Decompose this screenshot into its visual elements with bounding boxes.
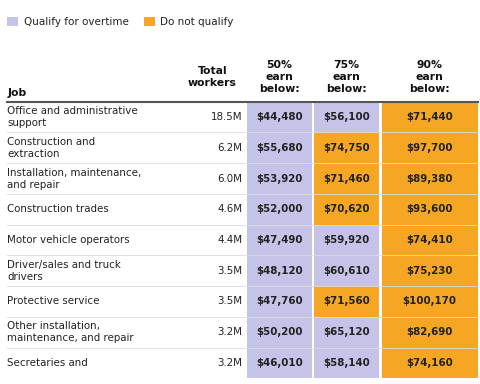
Text: $47,760: $47,760 bbox=[256, 296, 303, 306]
Text: $89,380: $89,380 bbox=[407, 174, 453, 184]
Text: Total
workers: Total workers bbox=[188, 66, 237, 88]
Text: $100,170: $100,170 bbox=[403, 296, 456, 306]
Text: Secretaries and: Secretaries and bbox=[7, 358, 88, 368]
Text: Do not qualify: Do not qualify bbox=[160, 17, 234, 26]
Text: $74,410: $74,410 bbox=[406, 235, 453, 245]
Text: $82,690: $82,690 bbox=[407, 327, 453, 337]
Text: $74,750: $74,750 bbox=[324, 143, 370, 153]
Text: 4.4M: 4.4M bbox=[217, 235, 242, 245]
Text: $71,560: $71,560 bbox=[324, 296, 370, 306]
Text: $56,100: $56,100 bbox=[324, 112, 370, 122]
Text: $52,000: $52,000 bbox=[256, 204, 303, 214]
Text: $48,120: $48,120 bbox=[256, 266, 303, 276]
Text: $59,920: $59,920 bbox=[324, 235, 370, 245]
Text: 6.2M: 6.2M bbox=[217, 143, 242, 153]
Text: $58,140: $58,140 bbox=[324, 358, 370, 368]
Text: $74,160: $74,160 bbox=[406, 358, 453, 368]
Text: 3.2M: 3.2M bbox=[217, 327, 242, 337]
Text: 18.5M: 18.5M bbox=[211, 112, 242, 122]
Text: Other installation,
maintenance, and repair: Other installation, maintenance, and rep… bbox=[7, 321, 134, 343]
Text: $71,460: $71,460 bbox=[324, 174, 370, 184]
Text: Construction trades: Construction trades bbox=[7, 204, 109, 214]
Text: 3.5M: 3.5M bbox=[217, 266, 242, 276]
Text: Driver/sales and truck
drivers: Driver/sales and truck drivers bbox=[7, 260, 121, 282]
Text: $70,620: $70,620 bbox=[324, 204, 370, 214]
Text: 4.6M: 4.6M bbox=[217, 204, 242, 214]
Text: Qualify for overtime: Qualify for overtime bbox=[24, 17, 128, 26]
Text: 90%
earn
below:: 90% earn below: bbox=[409, 60, 450, 94]
Text: Construction and
extraction: Construction and extraction bbox=[7, 137, 96, 159]
Text: $71,440: $71,440 bbox=[406, 112, 453, 122]
Text: 3.2M: 3.2M bbox=[217, 358, 242, 368]
Text: Protective service: Protective service bbox=[7, 296, 100, 306]
Text: Office and administrative
support: Office and administrative support bbox=[7, 106, 138, 128]
Text: $75,230: $75,230 bbox=[407, 266, 453, 276]
Text: $44,480: $44,480 bbox=[256, 112, 303, 122]
Text: $47,490: $47,490 bbox=[256, 235, 303, 245]
Text: Motor vehicle operators: Motor vehicle operators bbox=[7, 235, 130, 245]
Text: Installation, maintenance,
and repair: Installation, maintenance, and repair bbox=[7, 167, 142, 190]
Text: $65,120: $65,120 bbox=[324, 327, 370, 337]
Text: $53,920: $53,920 bbox=[256, 174, 303, 184]
Text: 3.5M: 3.5M bbox=[217, 296, 242, 306]
Text: 50%
earn
below:: 50% earn below: bbox=[259, 60, 300, 94]
Text: 6.0M: 6.0M bbox=[217, 174, 242, 184]
Text: $46,010: $46,010 bbox=[256, 358, 303, 368]
Text: $60,610: $60,610 bbox=[324, 266, 370, 276]
Text: $93,600: $93,600 bbox=[407, 204, 453, 214]
Text: $55,680: $55,680 bbox=[256, 143, 303, 153]
Text: 75%
earn
below:: 75% earn below: bbox=[326, 60, 367, 94]
Text: Job: Job bbox=[7, 88, 26, 98]
Text: $97,700: $97,700 bbox=[407, 143, 453, 153]
Text: $50,200: $50,200 bbox=[256, 327, 303, 337]
